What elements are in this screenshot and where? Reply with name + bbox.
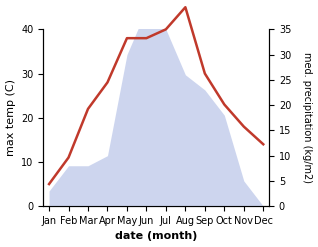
X-axis label: date (month): date (month) — [115, 231, 197, 242]
Y-axis label: max temp (C): max temp (C) — [5, 79, 16, 156]
Y-axis label: med. precipitation (kg/m2): med. precipitation (kg/m2) — [302, 52, 313, 183]
